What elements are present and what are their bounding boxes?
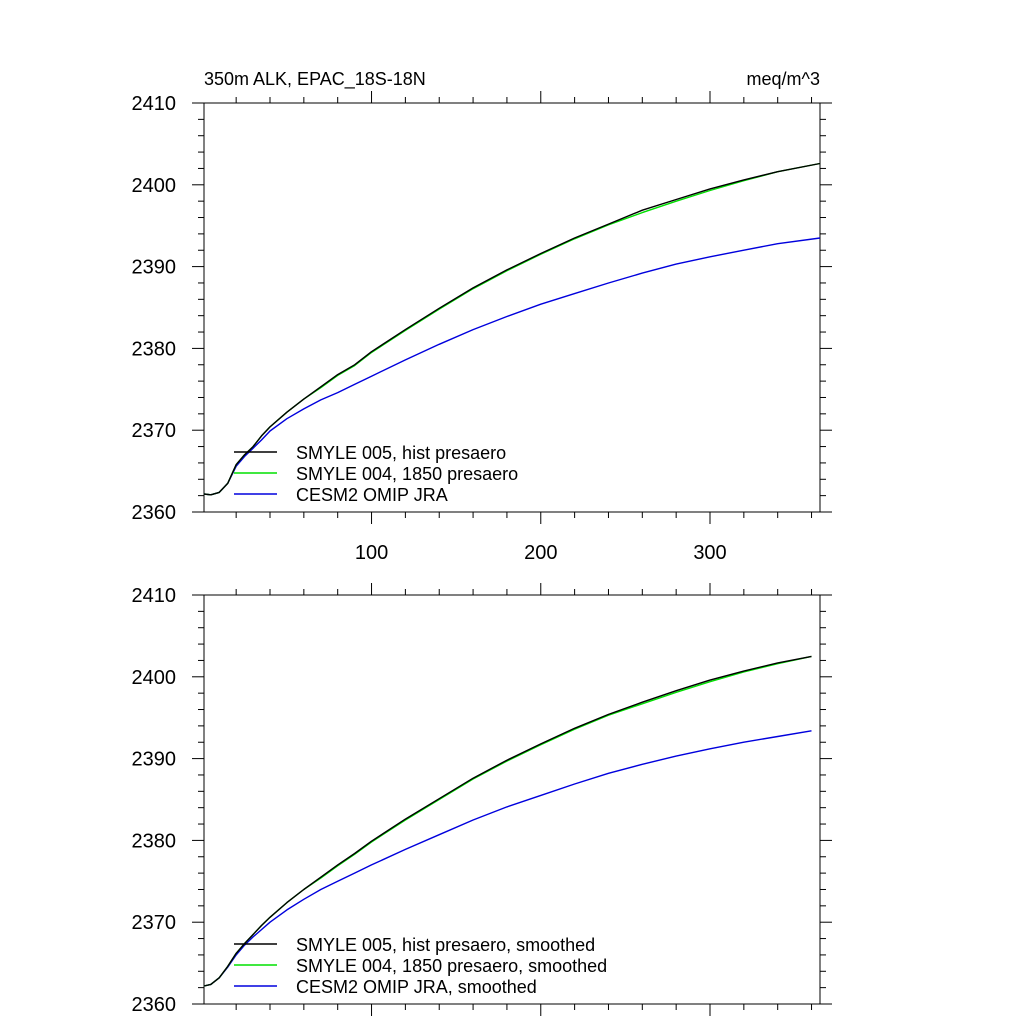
top-panel: 350m ALK, EPAC_18S-18N meq/m^3 2360 2370 238… [132,69,832,564]
legend-label: SMYLE 004, 1850 presaero [296,464,518,484]
legend-label: SMYLE 005, hist presaero, smoothed [296,935,595,955]
y-tick-label: 2360 [132,994,177,1016]
y-tick-label: 2400 [132,667,177,689]
x-tick-label: 200 [524,542,557,564]
x-tick-label: 100 [355,542,388,564]
y-tick-label: 2400 [132,175,177,197]
y-tick-label: 2360 [132,502,177,524]
legend-label: CESM2 OMIP JRA, smoothed [296,977,537,997]
plot-frame [203,594,821,1005]
series-line [203,162,821,496]
x-tick-label: 300 [693,542,726,564]
series-line [203,655,812,987]
series-line [203,730,812,987]
y-tick-label: 2370 [132,420,177,442]
plot-frame [203,102,821,513]
chart-title-units: meq/m^3 [747,69,820,89]
y-tick-label: 2390 [132,749,177,771]
y-tick-label: 2410 [132,93,177,115]
legend-label: SMYLE 004, 1850 presaero, smoothed [296,956,607,976]
y-tick-label: 2390 [132,257,177,279]
y-tick-label: 2370 [132,912,177,934]
chart-title-left: 350m ALK, EPAC_18S-18N [204,69,426,90]
legend-label: CESM2 OMIP JRA [296,485,448,505]
bottom-panel: 2360 2370 2380 2390 2400 2410 SMYLE 005, hist … [132,583,832,1016]
y-tick-label: 2410 [132,585,177,607]
legend-label: SMYLE 005, hist presaero [296,443,506,463]
series-line [203,237,821,496]
y-tick-label: 2380 [132,338,177,360]
y-tick-label: 2380 [132,830,177,852]
